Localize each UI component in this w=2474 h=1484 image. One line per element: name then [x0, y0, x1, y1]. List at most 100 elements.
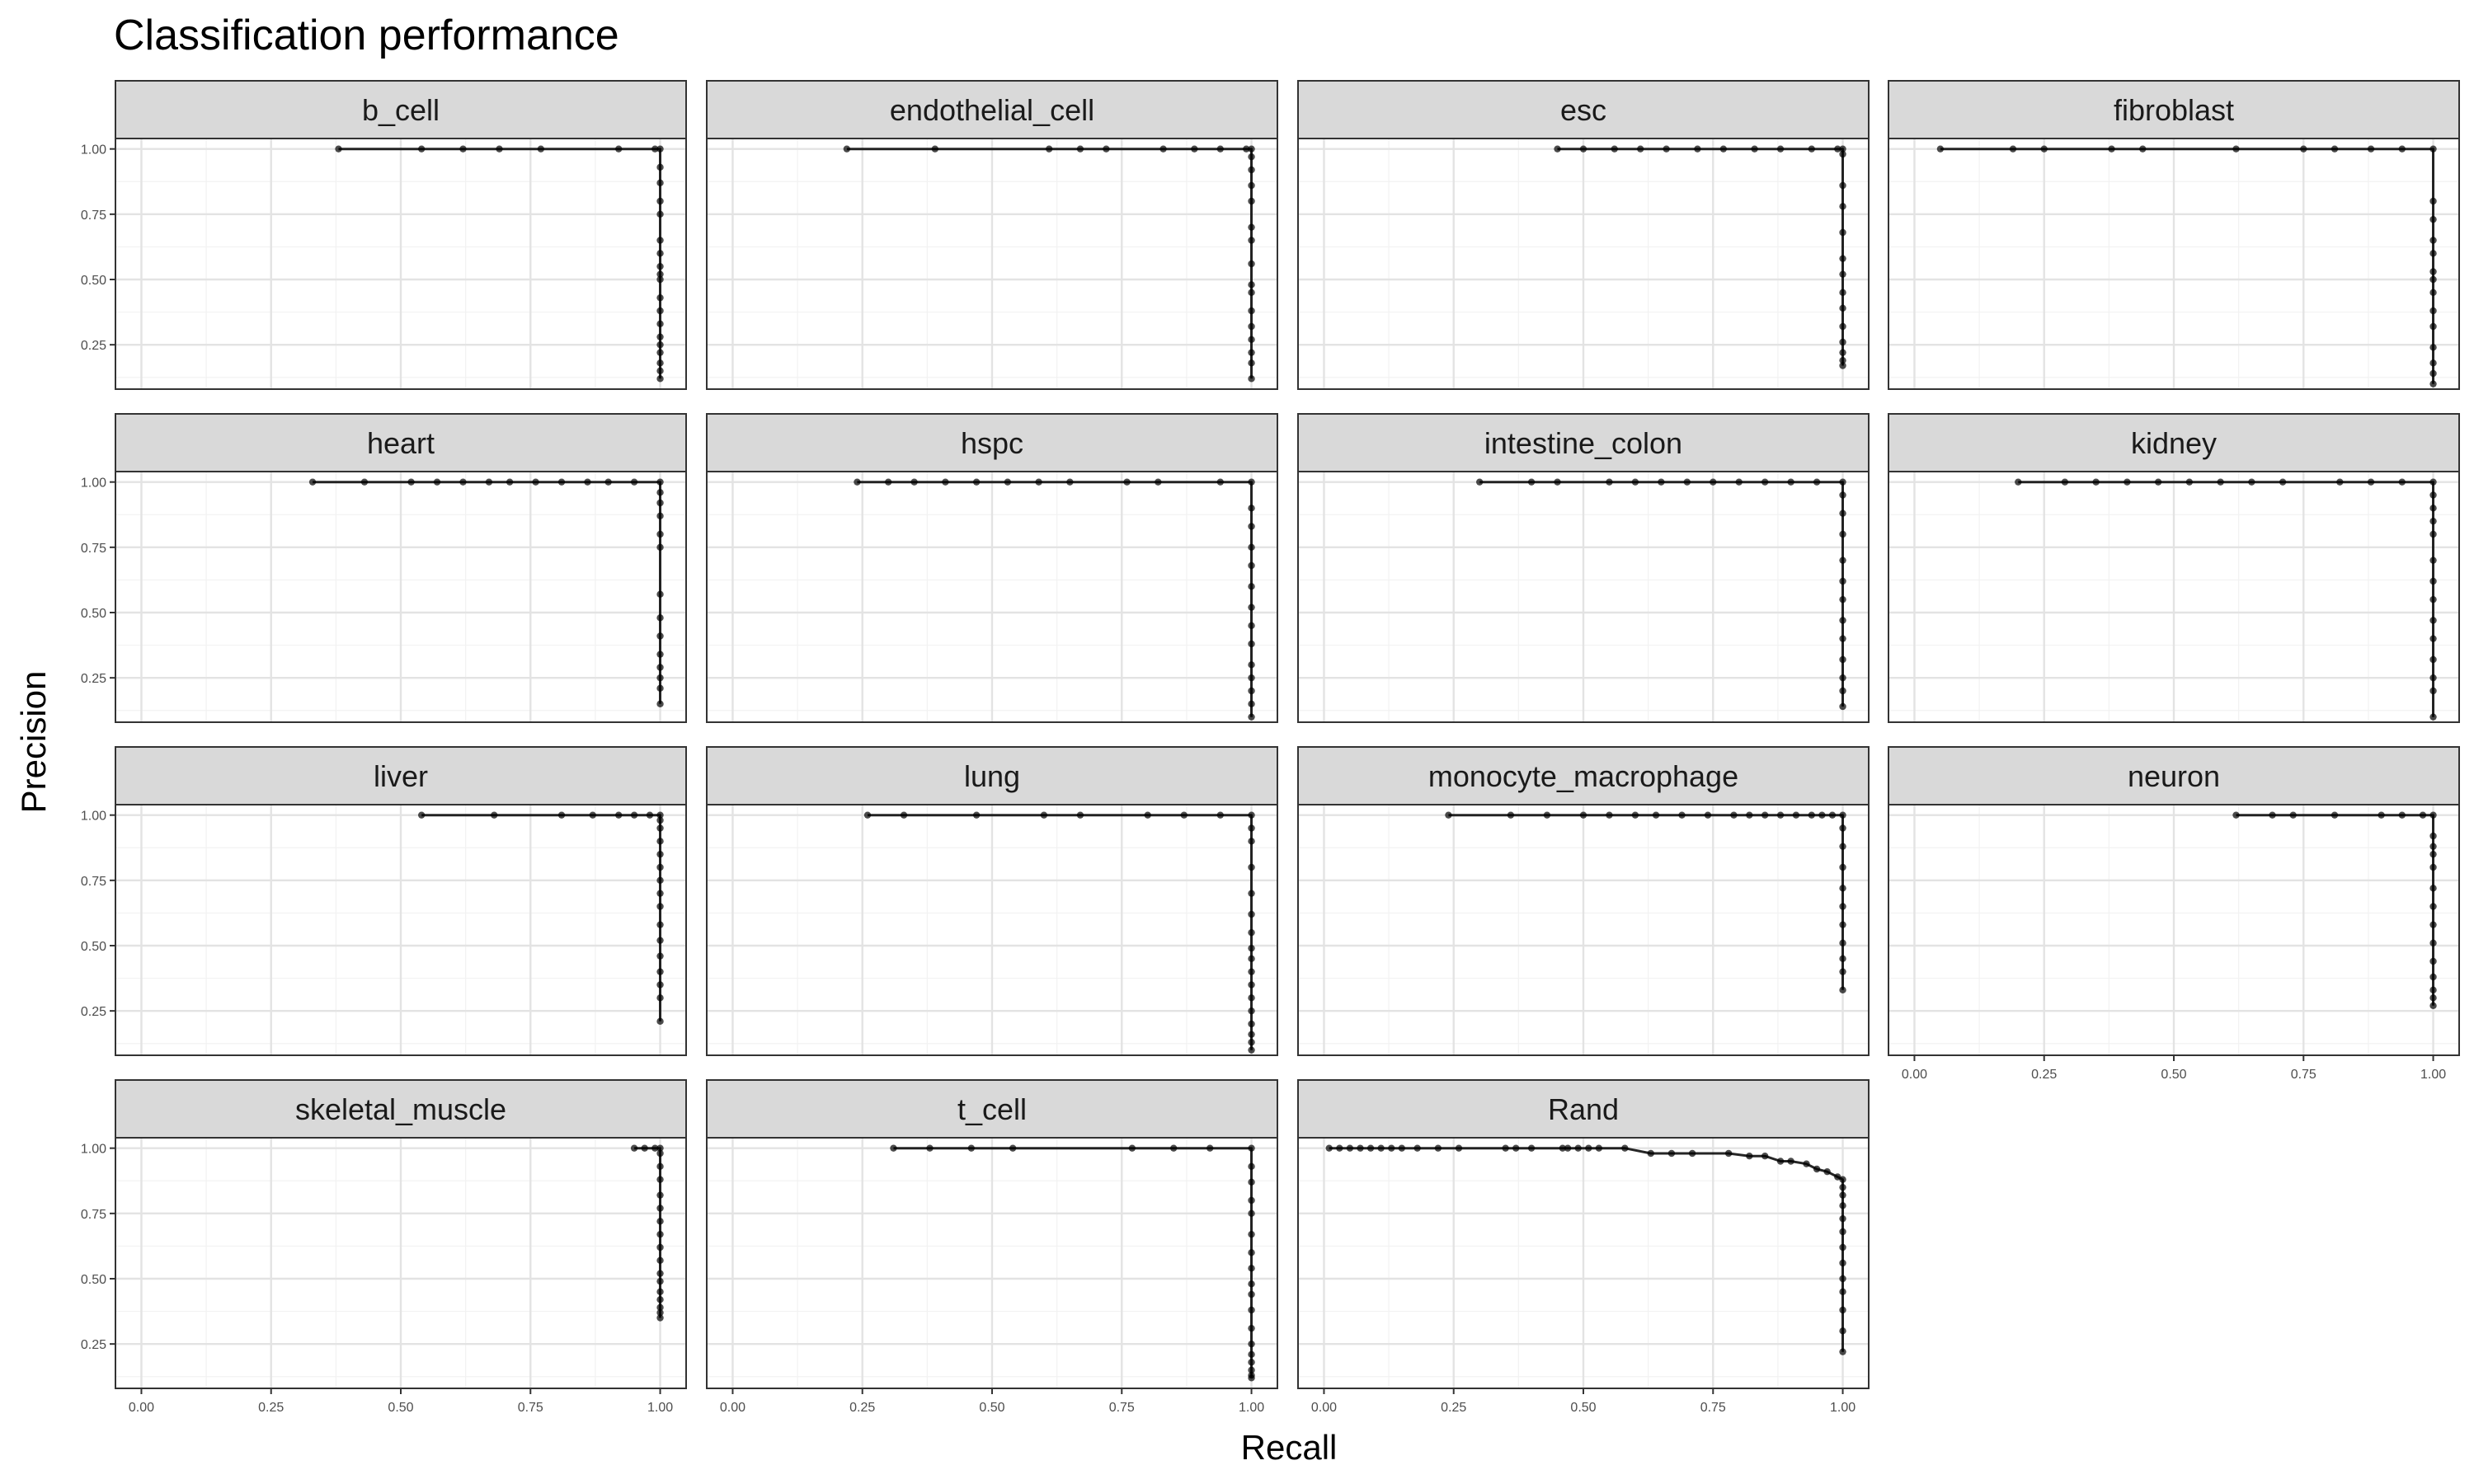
- data-point: [1248, 1046, 1255, 1054]
- data-point: [1144, 811, 1151, 819]
- data-point: [1839, 702, 1846, 711]
- data-point: [1839, 228, 1846, 237]
- data-point: [1128, 1144, 1136, 1152]
- data-point: [506, 478, 514, 486]
- data-point: [1761, 1152, 1769, 1160]
- data-point: [2429, 674, 2437, 682]
- data-point: [2429, 289, 2437, 297]
- data-point: [1787, 478, 1794, 486]
- data-point: [1839, 824, 1846, 832]
- facet-strip: [115, 746, 687, 805]
- data-point: [1248, 1162, 1255, 1171]
- data-point: [910, 478, 918, 486]
- data-point: [2429, 215, 2437, 223]
- data-point: [656, 1288, 664, 1296]
- data-point: [1035, 478, 1042, 486]
- data-point: [656, 1314, 664, 1322]
- y-tick-label: 1.00: [81, 477, 106, 491]
- data-point: [2015, 478, 2022, 486]
- data-point: [2429, 145, 2437, 153]
- y-tick-label: 0.75: [81, 875, 106, 889]
- data-point: [1248, 944, 1255, 952]
- data-point: [1507, 811, 1515, 819]
- data-point: [1839, 863, 1846, 871]
- data-point: [1248, 281, 1255, 289]
- data-point: [1839, 145, 1846, 153]
- data-point: [2009, 145, 2017, 153]
- data-point: [931, 145, 939, 153]
- data-point: [656, 197, 664, 205]
- data-point: [656, 210, 664, 218]
- facet-strip: [1297, 80, 1870, 139]
- data-point: [1839, 617, 1846, 624]
- data-point: [1248, 1007, 1255, 1015]
- data-point: [1683, 478, 1691, 486]
- facet-grid: b_cell 0.25 0.50 0.75 1.00 endothelial_cell es…: [81, 80, 2460, 1415]
- data-point: [1704, 811, 1712, 819]
- data-point: [1751, 145, 1758, 153]
- data-point: [656, 1149, 664, 1158]
- data-point: [1839, 1202, 1846, 1209]
- data-point: [2429, 197, 2437, 205]
- data-point: [1248, 811, 1255, 819]
- data-point: [1527, 1144, 1536, 1152]
- data-point: [1248, 223, 1255, 231]
- data-point: [656, 674, 664, 682]
- data-point: [615, 145, 623, 153]
- y-tick-label: 0.25: [81, 1005, 106, 1019]
- data-point: [1652, 811, 1660, 819]
- facet-t_cell: t_cell 0.00 0.25 0.50 0.75 1.00: [706, 1079, 1278, 1415]
- data-point: [1631, 478, 1639, 486]
- data-point: [656, 512, 664, 520]
- data-point: [2429, 505, 2437, 512]
- facet-label: hspc: [961, 426, 1023, 460]
- data-point: [1579, 811, 1587, 819]
- data-point: [1606, 478, 1613, 486]
- data-point: [2279, 478, 2287, 486]
- data-point: [1206, 1144, 1214, 1152]
- data-point: [1216, 478, 1225, 486]
- data-point: [656, 320, 664, 328]
- data-point: [2398, 811, 2406, 819]
- data-point: [656, 890, 664, 897]
- data-point: [1839, 1306, 1846, 1314]
- data-point: [1248, 561, 1255, 570]
- data-point: [656, 275, 664, 284]
- data-point: [656, 684, 664, 693]
- data-point: [1839, 510, 1846, 517]
- data-point: [656, 650, 664, 658]
- data-point: [656, 1308, 664, 1317]
- data-point: [1248, 583, 1255, 590]
- data-point: [1839, 181, 1846, 190]
- data-point: [2429, 307, 2437, 315]
- data-point: [1155, 478, 1162, 486]
- data-point: [656, 367, 664, 375]
- data-point: [1216, 145, 1225, 153]
- data-point: [656, 903, 664, 910]
- facet-fibroblast: fibroblast: [1888, 80, 2460, 390]
- facet-strip: [706, 80, 1278, 139]
- data-point: [2429, 850, 2437, 858]
- data-point: [1839, 939, 1846, 947]
- data-point: [1248, 1350, 1255, 1359]
- data-point: [433, 478, 441, 486]
- data-point: [656, 478, 664, 486]
- data-point: [532, 478, 539, 486]
- data-point: [2429, 885, 2437, 892]
- facet-liver: liver 0.25 0.50 0.75 1.00: [81, 746, 687, 1056]
- data-point: [1595, 1144, 1603, 1152]
- data-point: [1808, 811, 1815, 819]
- data-point: [1839, 1191, 1846, 1199]
- data-point: [2429, 369, 2437, 378]
- data-point: [1839, 968, 1846, 975]
- data-point: [2429, 635, 2437, 642]
- data-point: [2429, 322, 2437, 331]
- facet-esc: esc: [1297, 80, 1870, 390]
- data-point: [1248, 1249, 1255, 1256]
- data-point: [2429, 994, 2437, 1002]
- data-point: [656, 850, 664, 858]
- data-point: [1710, 478, 1717, 486]
- data-point: [2419, 811, 2427, 819]
- data-point: [1828, 811, 1837, 819]
